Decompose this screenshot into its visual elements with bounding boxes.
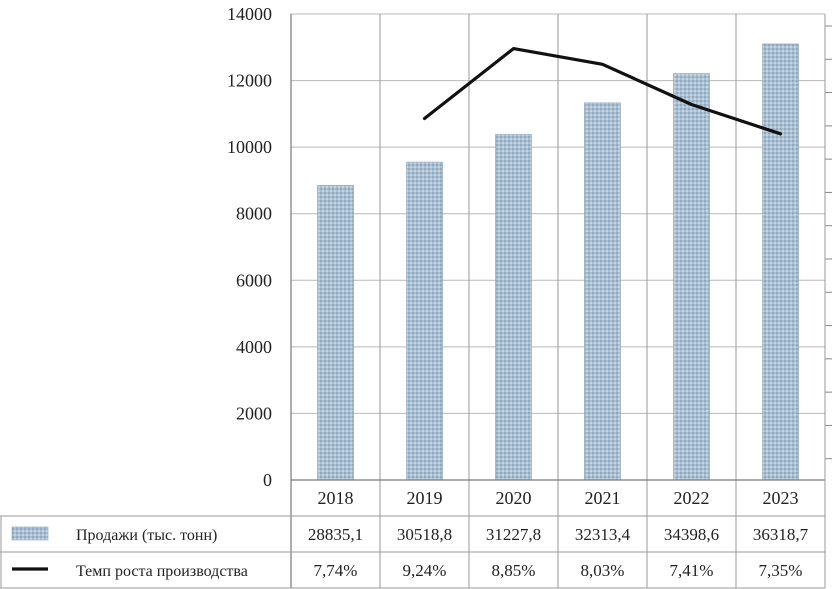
legend-label-growth: Темп роста производства (76, 563, 248, 580)
bar-2019 (406, 161, 443, 481)
x-tick-label: 2019 (407, 488, 443, 508)
legend-key-sales (11, 526, 49, 541)
y-tick-label: 8000 (236, 204, 272, 224)
y-tick-label: 12000 (227, 71, 272, 91)
x-tick-label: 2021 (585, 488, 621, 508)
growth-cell: 7,41% (670, 561, 714, 580)
bar-2018 (317, 185, 354, 481)
sales-cell: 36318,7 (753, 525, 809, 544)
gridlines (290, 13, 826, 588)
x-tick-label: 2020 (496, 488, 532, 508)
bars (317, 43, 799, 481)
x-tick-label: 2018 (318, 488, 354, 508)
y-tick-label: 14000 (227, 4, 272, 24)
bar-2023 (762, 43, 799, 481)
growth-cell: 8,85% (492, 561, 536, 580)
growth-cell: 8,03% (581, 561, 625, 580)
growth-cell: 7,35% (759, 561, 803, 580)
bar-2020 (495, 134, 532, 481)
sales-cell: 34398,6 (664, 525, 719, 544)
data-table: 2018 2019 2020 2021 2022 2023 Продажи (тыс. то… (0, 14, 826, 589)
y-tick-label: 4000 (236, 337, 272, 357)
growth-cell: 7,74% (314, 561, 358, 580)
sales-cell: 30518,8 (397, 525, 452, 544)
growth-line (422, 46, 783, 136)
bar-2022 (673, 73, 710, 481)
bar-2021 (584, 102, 621, 481)
growth-cell: 9,24% (403, 561, 447, 580)
y-tick-label: 6000 (236, 270, 272, 290)
sales-cell: 31227,8 (486, 525, 541, 544)
sales-cell: 28835,1 (308, 525, 363, 544)
x-tick-label: 2022 (674, 488, 710, 508)
legend-label-sales: Продажи (тыс. тонн) (76, 527, 217, 544)
axes: 0 2000 4000 6000 8000 10000 12000 14000 (227, 4, 832, 588)
x-tick-label: 2023 (763, 488, 799, 508)
y-tick-label: 10000 (227, 137, 272, 157)
sales-cell: 32313,4 (575, 525, 631, 544)
y-tick-label: 0 (263, 470, 272, 490)
y-tick-label: 2000 (236, 403, 272, 423)
growth-rate-line (422, 46, 783, 136)
